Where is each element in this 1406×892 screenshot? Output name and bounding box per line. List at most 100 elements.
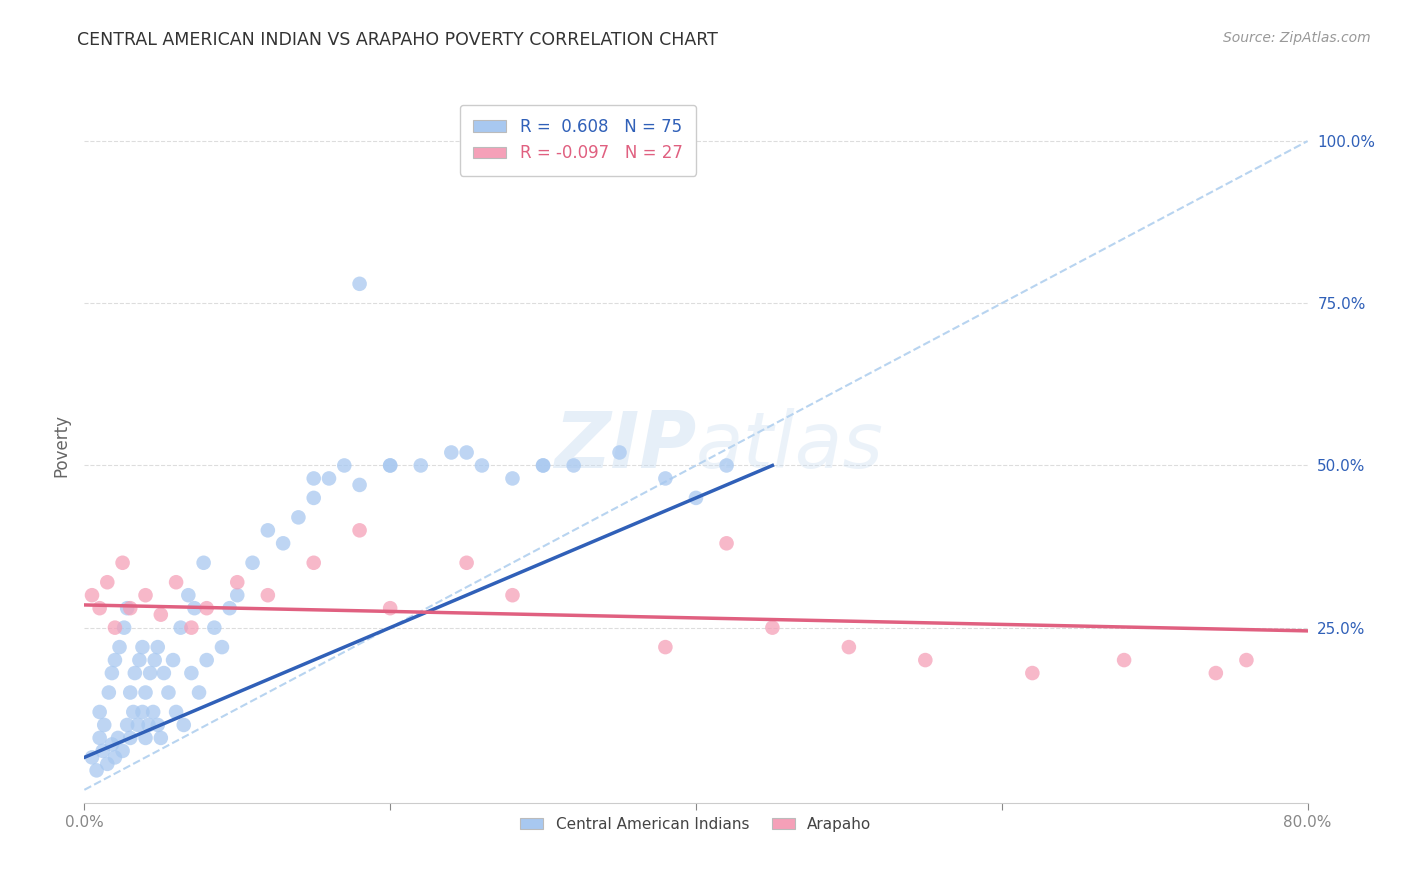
Point: [120, 731, 142, 745]
Point: [183, 601, 205, 615]
Point: [112, 621, 135, 635]
Point: [302, 471, 325, 485]
Point: [257, 588, 280, 602]
Point: [202, 621, 225, 635]
Point: [471, 458, 494, 473]
Point: [349, 524, 371, 538]
Text: atlas: atlas: [696, 408, 884, 484]
Point: [502, 471, 524, 485]
Text: Source: ZipAtlas.com: Source: ZipAtlas.com: [1223, 31, 1371, 45]
Point: [349, 478, 371, 492]
Point: [271, 536, 294, 550]
Point: [180, 621, 202, 635]
Legend: Central American Indians, Arapaho: Central American Indians, Arapaho: [515, 811, 877, 838]
Point: [107, 731, 129, 745]
Point: [120, 601, 142, 615]
Y-axis label: Poverty: Poverty: [52, 415, 70, 477]
Point: [120, 685, 142, 699]
Point: [226, 575, 249, 590]
Point: [1236, 653, 1258, 667]
Point: [131, 640, 153, 654]
Point: [188, 685, 211, 699]
Point: [177, 588, 200, 602]
Point: [138, 718, 160, 732]
Point: [115, 601, 138, 615]
Point: [302, 491, 325, 505]
Point: [456, 556, 478, 570]
Point: [96, 575, 118, 590]
Point: [173, 718, 195, 732]
Point: [111, 744, 134, 758]
Point: [128, 653, 150, 667]
Point: [562, 458, 585, 473]
Point: [195, 653, 218, 667]
Point: [287, 510, 309, 524]
Point: [226, 588, 249, 602]
Point: [96, 756, 118, 771]
Point: [93, 718, 115, 732]
Point: [349, 277, 371, 291]
Point: [142, 705, 165, 719]
Point: [302, 556, 325, 570]
Point: [257, 524, 280, 538]
Point: [914, 653, 936, 667]
Point: [211, 640, 233, 654]
Point: [139, 666, 162, 681]
Point: [716, 458, 738, 473]
Point: [115, 718, 138, 732]
Text: CENTRAL AMERICAN INDIAN VS ARAPAHO POVERTY CORRELATION CHART: CENTRAL AMERICAN INDIAN VS ARAPAHO POVER…: [77, 31, 718, 49]
Point: [127, 718, 149, 732]
Point: [380, 458, 402, 473]
Point: [193, 556, 215, 570]
Point: [380, 601, 402, 615]
Point: [149, 607, 172, 622]
Text: ZIP: ZIP: [554, 408, 696, 484]
Point: [146, 718, 169, 732]
Point: [531, 458, 554, 473]
Point: [111, 556, 134, 570]
Point: [654, 471, 676, 485]
Point: [380, 458, 402, 473]
Point: [108, 640, 131, 654]
Point: [104, 653, 127, 667]
Point: [165, 705, 187, 719]
Point: [502, 588, 524, 602]
Point: [654, 640, 676, 654]
Point: [131, 705, 153, 719]
Point: [135, 588, 157, 602]
Point: [157, 685, 180, 699]
Point: [135, 731, 157, 745]
Point: [89, 705, 111, 719]
Point: [146, 640, 169, 654]
Point: [89, 601, 111, 615]
Point: [97, 685, 120, 699]
Point: [685, 491, 707, 505]
Point: [409, 458, 432, 473]
Point: [104, 750, 127, 764]
Point: [218, 601, 240, 615]
Point: [531, 458, 554, 473]
Point: [440, 445, 463, 459]
Point: [104, 621, 127, 635]
Point: [170, 621, 193, 635]
Point: [1205, 666, 1227, 681]
Point: [122, 705, 145, 719]
Point: [165, 575, 187, 590]
Point: [135, 685, 157, 699]
Point: [716, 536, 738, 550]
Point: [86, 764, 108, 778]
Point: [456, 445, 478, 459]
Point: [242, 556, 264, 570]
Point: [89, 731, 111, 745]
Point: [101, 738, 124, 752]
Point: [101, 666, 124, 681]
Point: [761, 621, 783, 635]
Point: [91, 744, 114, 758]
Point: [333, 458, 356, 473]
Point: [180, 666, 202, 681]
Point: [80, 588, 103, 602]
Point: [149, 731, 172, 745]
Point: [1021, 666, 1043, 681]
Point: [1114, 653, 1136, 667]
Point: [124, 666, 146, 681]
